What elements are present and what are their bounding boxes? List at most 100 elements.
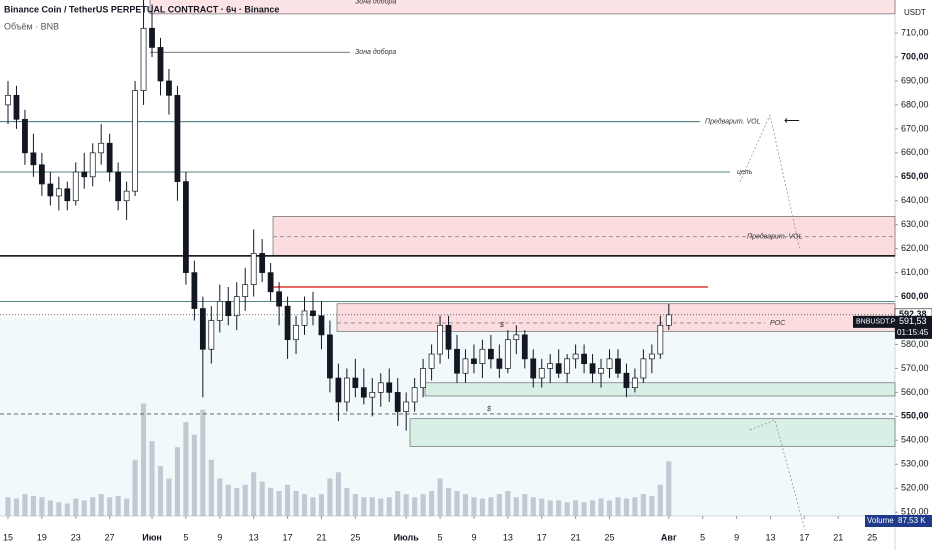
candle-body [5, 94, 11, 106]
volume-bar [56, 502, 62, 516]
level-label: Предварит. VOL [747, 233, 803, 241]
x-tick-label: 21 [571, 532, 581, 542]
zone [424, 382, 896, 397]
y-tick-label: 670,00 [901, 123, 929, 133]
candle-body [598, 368, 604, 374]
level-label: POC [770, 320, 786, 327]
candle-body [284, 305, 291, 341]
y-tick-label: 510,00 [901, 507, 929, 517]
zone [272, 216, 896, 257]
zone [409, 418, 896, 447]
volume-bar [217, 478, 223, 516]
countdown: 01:15:45 [897, 328, 929, 337]
volume-bar [606, 500, 613, 516]
candle-body [581, 353, 587, 364]
candle-body [530, 358, 537, 379]
candle-body [657, 324, 664, 355]
candle-body [369, 392, 376, 398]
candle-body [623, 372, 630, 388]
volume-bar [115, 496, 121, 516]
candle-body [640, 358, 647, 379]
arrow-icon: ⟵ [784, 115, 800, 127]
y-tick-label: 700,00 [901, 51, 929, 61]
candle-body [488, 348, 494, 360]
zone-label: Зона добора [355, 0, 396, 5]
candle-body [301, 310, 308, 326]
candle-body [64, 188, 71, 202]
candle-body [132, 90, 138, 192]
candle-body [259, 253, 266, 273]
candle-body [428, 353, 435, 369]
x-tick-label: 5 [438, 532, 443, 542]
volume-bar [395, 491, 401, 516]
volume-bar [5, 497, 11, 516]
volume-bar [590, 500, 596, 516]
symbol-box [853, 315, 895, 328]
volume-bar [420, 494, 426, 516]
volume-bar [649, 496, 655, 516]
y-tick-label: 680,00 [901, 99, 929, 109]
volume-bar [640, 494, 646, 516]
candle-body [98, 142, 105, 154]
y-tick-label: 600,00 [901, 291, 929, 301]
x-tick-label: 5 [700, 532, 705, 542]
volume-bar [285, 484, 291, 516]
volume-bar [98, 494, 104, 516]
x-tick-label: 13 [249, 532, 259, 542]
x-tick-label: 9 [734, 532, 739, 542]
volume-bar [496, 494, 502, 516]
candle-body [547, 363, 554, 369]
candle-body [166, 80, 172, 96]
mark-price-box [895, 315, 932, 339]
x-tick-label: 5 [183, 532, 188, 542]
y-tick-label: 520,00 [901, 483, 929, 493]
volume-bar [361, 497, 367, 516]
volume-bar [90, 497, 96, 516]
mark-price-label: 591,53 [899, 316, 927, 326]
volume-bar [166, 478, 172, 516]
volume-bar [200, 409, 206, 516]
x-tick-label: 25 [604, 532, 614, 542]
volume-bar [259, 481, 265, 516]
volume-bar [581, 502, 587, 516]
volume-bar [564, 502, 570, 516]
candle-body [276, 291, 282, 307]
candle-body [106, 142, 113, 173]
volume-bar [234, 487, 240, 516]
candle-body [343, 377, 350, 403]
candle-body [191, 272, 198, 309]
volume-bar [598, 498, 604, 516]
candle-body [13, 94, 20, 120]
candle-body [157, 47, 164, 82]
projection-path [749, 419, 806, 531]
candle-body [199, 308, 206, 350]
volume-bar [573, 500, 579, 516]
candle-body [318, 315, 325, 336]
volume-bar [183, 422, 189, 516]
x-tick-label: 15 [3, 532, 13, 542]
volume-bar [39, 497, 45, 516]
background-band [0, 318, 895, 516]
candle-body [115, 171, 122, 202]
volume-bar [174, 447, 180, 516]
level-label: Предварит. VOL [705, 118, 761, 126]
volume-bar [530, 497, 536, 516]
y-tick-label: 690,00 [901, 75, 929, 85]
volume-bar [547, 500, 553, 516]
volume-bar [522, 494, 528, 516]
volume-bar [22, 494, 28, 516]
candle-body [149, 27, 155, 48]
volume-bar [124, 498, 130, 516]
currency-label: USDT [904, 8, 926, 17]
candle-body [504, 339, 511, 369]
candle-body [335, 377, 342, 403]
volume-bar [268, 487, 274, 516]
candle-body [225, 301, 232, 317]
volume-bar [81, 500, 87, 516]
volume-bar [386, 497, 392, 516]
candle-body [242, 284, 249, 297]
candle-body [589, 363, 596, 374]
candle-body [352, 377, 359, 388]
chart-title: Binance Coin / TetherUS PERPETUAL CONTRA… [4, 4, 279, 14]
x-tick-label: 17 [283, 532, 293, 542]
